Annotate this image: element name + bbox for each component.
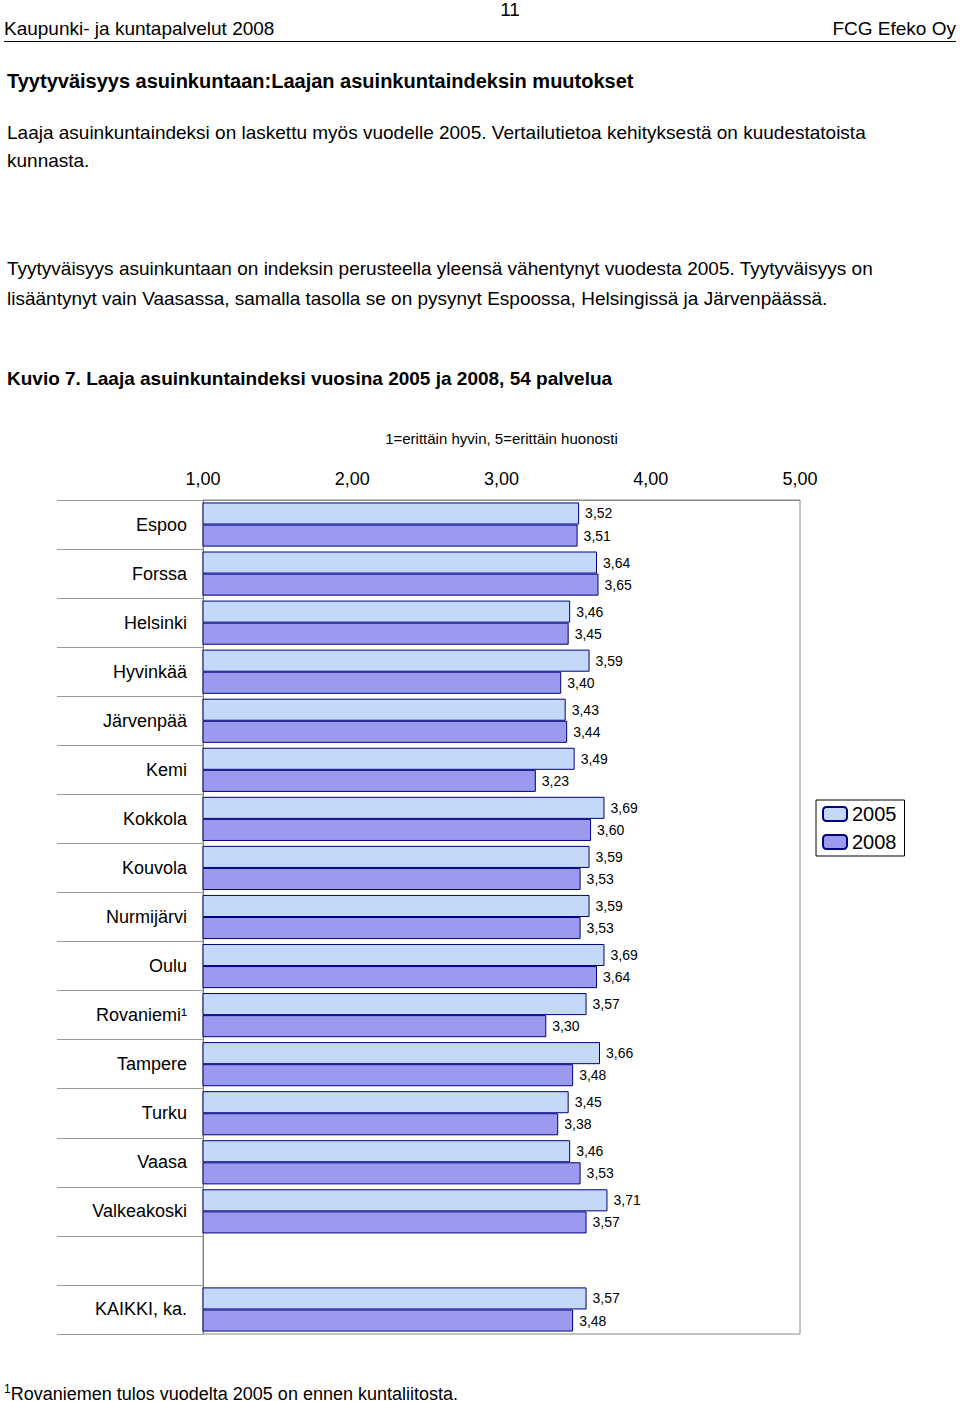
svg-text:3,51: 3,51 [584, 528, 611, 544]
svg-text:3,48: 3,48 [579, 1313, 606, 1329]
html-text:lisääntynyt vain Vaasassa, sam: lisääntynyt vain Vaasassa, samalla tasol… [7, 288, 828, 309]
svg-text:3,46: 3,46 [576, 1143, 603, 1159]
svg-text:3,69: 3,69 [610, 800, 637, 816]
svg-text:1=erittäin hyvin, 5=erittäin h: 1=erittäin hyvin, 5=erittäin huonosti [385, 430, 618, 447]
svg-text:Espoo: Espoo [136, 515, 187, 535]
svg-text:3,53: 3,53 [587, 1165, 614, 1181]
svg-text:3,69: 3,69 [610, 947, 637, 963]
svg-text:3,57: 3,57 [593, 996, 620, 1012]
html-text:Kaupunki- ja kuntapalvelut 200: Kaupunki- ja kuntapalvelut 2008 [4, 18, 275, 39]
svg-text:3,49: 3,49 [581, 751, 608, 767]
svg-text:2008: 2008 [852, 831, 897, 853]
html-text:Kuvio 7. Laaja asuinkuntaindek: Kuvio 7. Laaja asuinkuntaindeksi vuosina… [7, 368, 613, 389]
svg-text:Valkeakoski: Valkeakoski [92, 1201, 187, 1221]
svg-text:3,60: 3,60 [597, 822, 624, 838]
svg-text:3,57: 3,57 [593, 1290, 620, 1306]
svg-text:3,59: 3,59 [596, 849, 623, 865]
svg-text:4,00: 4,00 [633, 469, 668, 489]
svg-text:5,00: 5,00 [782, 469, 817, 489]
svg-text:Kemi: Kemi [146, 760, 187, 780]
svg-text:3,57: 3,57 [593, 1214, 620, 1230]
svg-text:3,65: 3,65 [605, 577, 632, 593]
svg-text:3,53: 3,53 [587, 920, 614, 936]
svg-text:3,71: 3,71 [613, 1192, 640, 1208]
html-text:11: 11 [500, 0, 520, 20]
svg-text:3,23: 3,23 [542, 773, 569, 789]
svg-text:Turku: Turku [142, 1103, 187, 1123]
svg-text:3,45: 3,45 [575, 1094, 602, 1110]
svg-text:3,59: 3,59 [596, 653, 623, 669]
svg-text:3,43: 3,43 [572, 702, 599, 718]
svg-text:1,00: 1,00 [185, 469, 220, 489]
svg-text:KAIKKI, ka.: KAIKKI, ka. [95, 1299, 187, 1319]
svg-text:Nurmijärvi: Nurmijärvi [106, 907, 187, 927]
svg-text:3,30: 3,30 [552, 1018, 579, 1034]
svg-text:Järvenpää: Järvenpää [103, 711, 188, 731]
svg-text:Oulu: Oulu [149, 956, 187, 976]
svg-text:Helsinki: Helsinki [124, 613, 187, 633]
svg-text:Kouvola: Kouvola [122, 858, 188, 878]
svg-text:3,38: 3,38 [564, 1116, 591, 1132]
html-text:1: 1 [4, 1382, 11, 1396]
svg-text:3,44: 3,44 [573, 724, 600, 740]
svg-text:2,00: 2,00 [335, 469, 370, 489]
svg-text:3,52: 3,52 [585, 505, 612, 521]
html-text:Laaja asuinkuntaindeksi on las: Laaja asuinkuntaindeksi on laskettu myös… [7, 122, 866, 143]
html-text:kunnasta.: kunnasta. [7, 150, 90, 171]
svg-text:Rovaniemi¹: Rovaniemi¹ [96, 1005, 187, 1025]
svg-text:Kokkola: Kokkola [123, 809, 188, 829]
html-text:Tyytyväisyys asuinkuntaan:Laaj: Tyytyväisyys asuinkuntaan:Laajan asuinku… [7, 70, 634, 92]
svg-text:Vaasa: Vaasa [137, 1152, 188, 1172]
svg-text:Tampere: Tampere [117, 1054, 187, 1074]
svg-text:3,00: 3,00 [484, 469, 519, 489]
html-text:Tyytyväisyys asuinkuntaan on i: Tyytyväisyys asuinkuntaan on indeksin pe… [7, 258, 873, 279]
svg-text:3,66: 3,66 [606, 1045, 633, 1061]
svg-text:3,45: 3,45 [575, 626, 602, 642]
html-text:FCG Efeko Oy: FCG Efeko Oy [832, 18, 956, 39]
svg-text:3,59: 3,59 [596, 898, 623, 914]
svg-text:Hyvinkää: Hyvinkää [113, 662, 188, 682]
svg-text:3,64: 3,64 [603, 555, 630, 571]
svg-text:3,48: 3,48 [579, 1067, 606, 1083]
svg-text:3,64: 3,64 [603, 969, 630, 985]
svg-text:3,40: 3,40 [567, 675, 594, 691]
svg-text:Forssa: Forssa [132, 564, 188, 584]
svg-text:3,46: 3,46 [576, 604, 603, 620]
svg-text:3,53: 3,53 [587, 871, 614, 887]
svg-text:2005: 2005 [852, 803, 897, 825]
